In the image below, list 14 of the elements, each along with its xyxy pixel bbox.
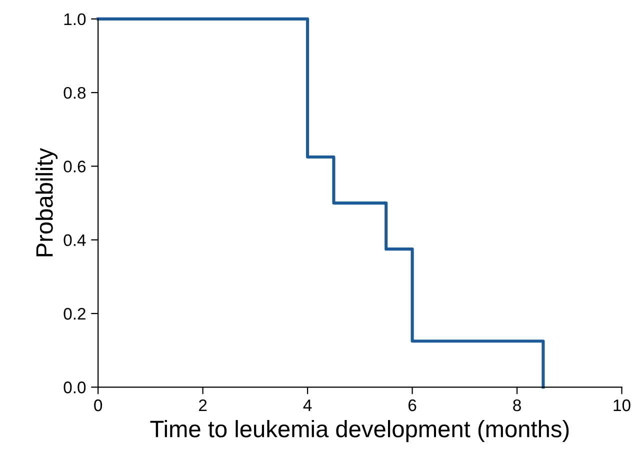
x-tick-label: 6 xyxy=(408,399,416,412)
x-tick-label: 10 xyxy=(614,399,630,412)
x-tick-label: 0 xyxy=(94,399,102,412)
x-tick-label: 2 xyxy=(199,399,207,412)
y-tick-label: 1.0 xyxy=(64,13,86,26)
y-tick-label: 0.0 xyxy=(64,382,86,394)
y-axis-title: Probability xyxy=(36,148,58,256)
y-tick-label: 0.2 xyxy=(64,308,86,320)
y-tick-label: 0.8 xyxy=(64,86,86,99)
x-tick-label: 8 xyxy=(513,399,521,412)
y-tick-label: 0.4 xyxy=(64,234,86,246)
y-tick-label: 0.6 xyxy=(64,160,86,172)
x-tick-label: 4 xyxy=(303,400,312,412)
x-axis-title: Time to leukemia development (months) xyxy=(150,420,569,442)
